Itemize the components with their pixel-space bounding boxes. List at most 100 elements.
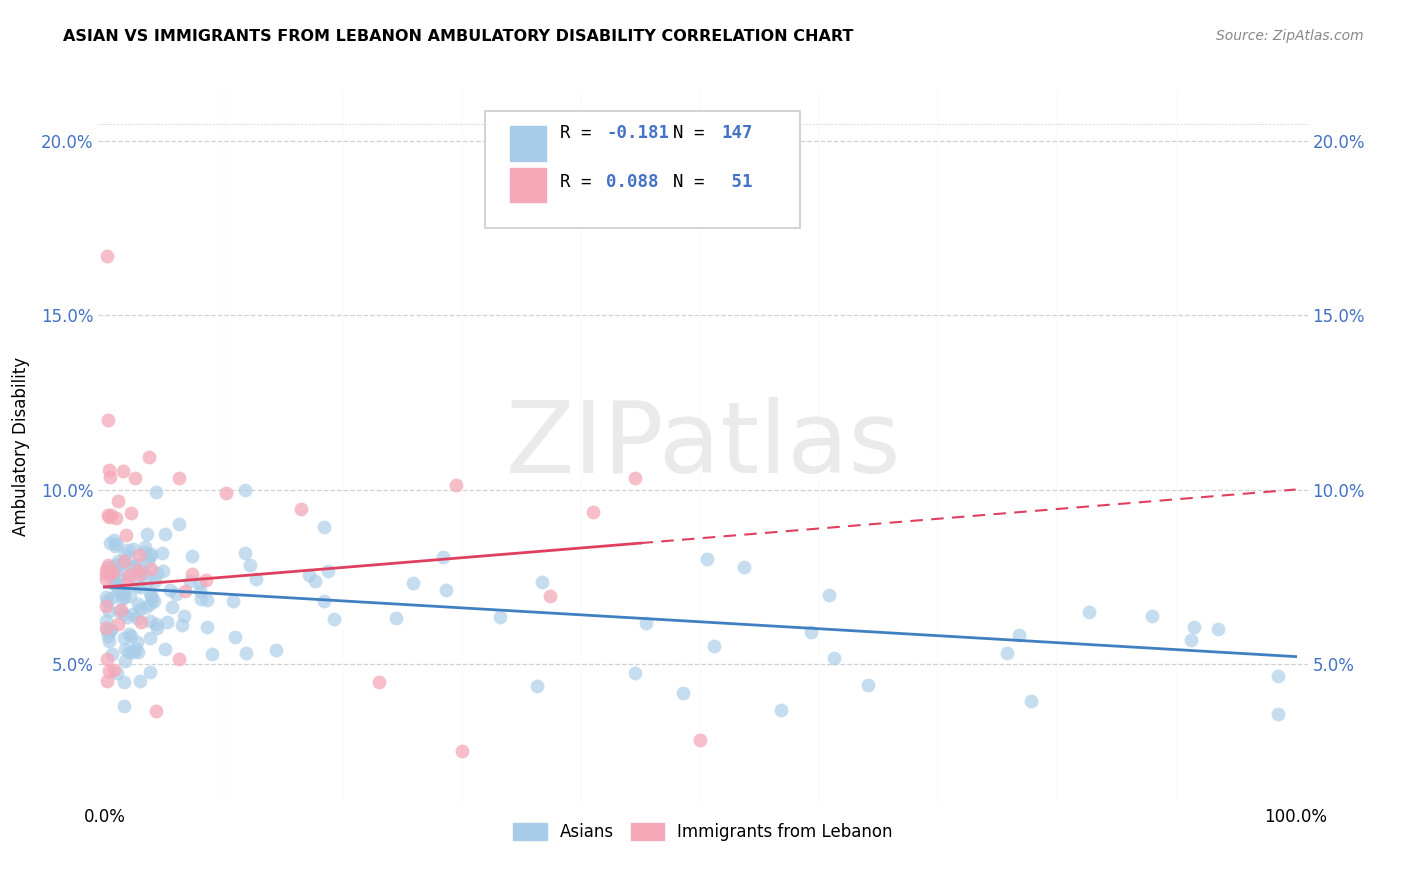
Point xyxy=(114,654,136,668)
Point xyxy=(94,567,117,582)
Point xyxy=(134,540,156,554)
Point xyxy=(402,576,425,591)
Point xyxy=(170,617,193,632)
Point xyxy=(118,567,141,582)
Bar xyxy=(509,127,546,161)
Point xyxy=(103,533,125,548)
Point xyxy=(160,600,183,615)
Text: R =: R = xyxy=(561,173,602,191)
Text: R =: R = xyxy=(561,125,602,143)
Point xyxy=(1140,609,1163,624)
Point xyxy=(128,558,150,572)
Point xyxy=(215,485,238,500)
Point xyxy=(312,520,335,534)
Point xyxy=(98,536,121,550)
Point xyxy=(153,642,176,657)
Point xyxy=(323,612,346,626)
Point xyxy=(98,510,121,524)
Point xyxy=(432,549,454,564)
Point xyxy=(112,607,135,622)
Point xyxy=(224,630,246,644)
Point xyxy=(96,624,118,638)
Point xyxy=(139,589,162,603)
Point xyxy=(125,563,148,577)
Point xyxy=(98,463,121,477)
Point xyxy=(195,574,218,588)
Point xyxy=(180,566,202,581)
Point xyxy=(135,600,157,615)
Point xyxy=(770,703,793,717)
Point xyxy=(195,593,218,607)
Point xyxy=(124,471,146,485)
Point xyxy=(98,623,121,637)
Point xyxy=(672,686,695,700)
Point xyxy=(112,674,135,689)
Point xyxy=(581,505,603,519)
Point xyxy=(94,621,117,635)
Point xyxy=(146,621,169,635)
Legend: Asians, Immigrants from Lebanon: Asians, Immigrants from Lebanon xyxy=(506,816,900,848)
Point xyxy=(142,593,165,607)
Point xyxy=(121,567,143,582)
Point xyxy=(245,573,267,587)
Point xyxy=(110,603,132,617)
Point xyxy=(121,542,143,557)
Point xyxy=(138,450,160,464)
Text: -0.181: -0.181 xyxy=(606,125,669,143)
Point xyxy=(127,597,149,611)
Point xyxy=(1021,693,1043,707)
Point xyxy=(100,648,122,662)
Point xyxy=(173,609,195,624)
Point xyxy=(167,652,190,666)
Point xyxy=(107,554,129,568)
Point xyxy=(316,564,339,578)
Point xyxy=(103,577,125,591)
Point xyxy=(150,546,173,560)
Point xyxy=(167,516,190,531)
Point xyxy=(98,566,121,581)
Point xyxy=(111,587,134,601)
Point xyxy=(450,743,472,757)
Point xyxy=(97,558,120,572)
Point xyxy=(174,583,197,598)
Point xyxy=(103,574,125,589)
Point xyxy=(624,471,647,485)
Point xyxy=(434,583,457,598)
Point xyxy=(264,643,287,657)
Point xyxy=(124,558,146,573)
Text: 0.088: 0.088 xyxy=(606,173,659,191)
Point xyxy=(145,704,167,718)
Point xyxy=(233,483,256,497)
Point xyxy=(304,574,326,588)
Point xyxy=(105,537,128,551)
Point xyxy=(112,698,135,713)
Point xyxy=(105,665,128,680)
Point xyxy=(120,506,142,520)
Point xyxy=(823,650,845,665)
Point xyxy=(800,624,823,639)
Point xyxy=(200,647,222,661)
Point xyxy=(1267,669,1289,683)
Point xyxy=(114,642,136,657)
Point xyxy=(1008,628,1031,642)
Point xyxy=(165,587,187,601)
Point xyxy=(290,502,312,516)
Point xyxy=(125,578,148,592)
Point xyxy=(96,593,118,607)
Text: N =: N = xyxy=(672,173,714,191)
Point xyxy=(139,549,162,563)
Point xyxy=(239,558,262,573)
Point xyxy=(139,597,162,611)
Point xyxy=(96,673,118,688)
Point xyxy=(111,592,134,607)
Bar xyxy=(509,168,546,202)
Point xyxy=(385,611,408,625)
Point xyxy=(538,589,561,603)
Point xyxy=(181,549,204,564)
Point xyxy=(159,583,181,598)
Point xyxy=(127,611,149,625)
Point xyxy=(118,645,141,659)
Point xyxy=(190,591,212,606)
Point xyxy=(98,470,121,484)
Point xyxy=(94,563,117,577)
